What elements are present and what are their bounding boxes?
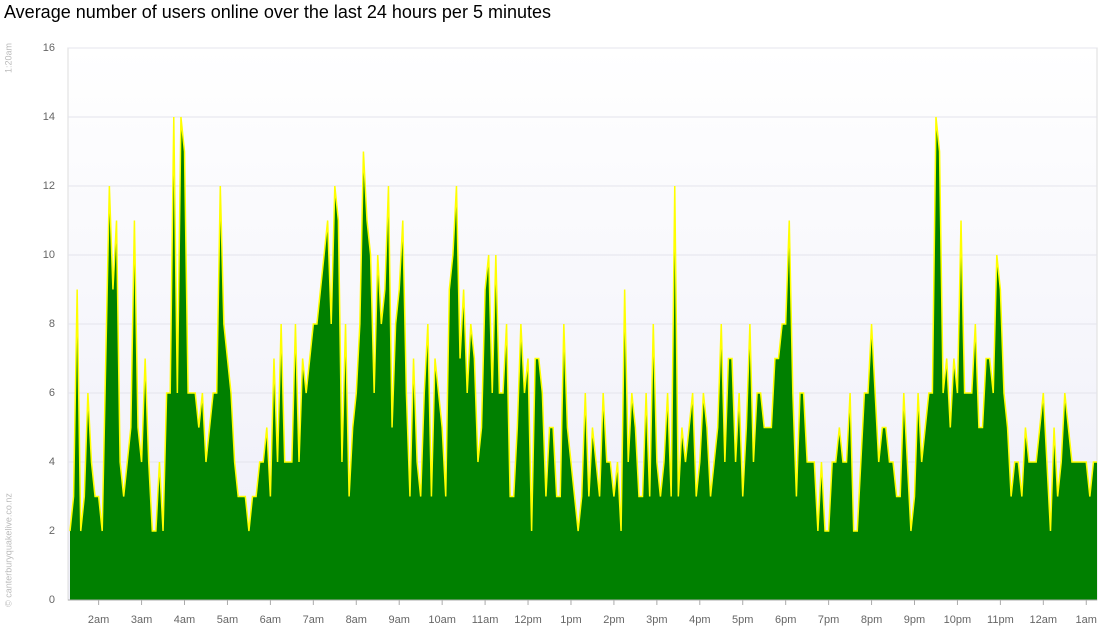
y-tick-label: 14	[43, 111, 55, 123]
x-tick-label: 1pm	[560, 614, 581, 626]
x-tick-label: 4pm	[689, 614, 710, 626]
x-tick-label: 8am	[346, 614, 367, 626]
x-tick-label: 12pm	[514, 614, 542, 626]
start-label: 1:20am	[3, 43, 13, 73]
credit: © canterburyquakelive.co.nz	[3, 493, 13, 607]
x-tick-label: 6am	[260, 614, 281, 626]
x-tick-label: 2pm	[603, 614, 624, 626]
x-tick-label: 5pm	[732, 614, 753, 626]
x-tick-label: 4am	[174, 614, 195, 626]
y-tick-label: 12	[43, 180, 55, 192]
x-tick-label: 5am	[217, 614, 238, 626]
y-tick-label: 2	[49, 525, 55, 537]
x-tick-label: 12am	[1030, 614, 1058, 626]
x-tick-label: 7pm	[818, 614, 839, 626]
x-tick-label: 7am	[303, 614, 324, 626]
y-tick-label: 16	[43, 42, 55, 54]
x-tick-label: 9am	[389, 614, 410, 626]
x-tick-label: 3am	[131, 614, 152, 626]
line	[69, 116, 1097, 532]
y-tick-label: 4	[49, 456, 55, 468]
area	[70, 117, 1097, 600]
x-tick-label: 10pm	[944, 614, 972, 626]
y-tick-label: 10	[43, 249, 55, 261]
y-tick-label: 0	[49, 594, 55, 606]
x-tick-label: 8pm	[861, 614, 882, 626]
x-tick-label: 1am	[1076, 614, 1097, 626]
x-tick-label: 9pm	[904, 614, 925, 626]
y-tick-label: 8	[49, 318, 55, 330]
x-tick-label: 6pm	[775, 614, 796, 626]
x-tick-label: 10am	[428, 614, 456, 626]
chart-title: Average number of users online over the …	[4, 2, 551, 22]
x-tick-label: 2am	[88, 614, 109, 626]
y-tick-label: 6	[49, 387, 55, 399]
x-tick-label: 11am	[472, 614, 499, 626]
x-tick-label: 11pm	[987, 614, 1014, 626]
x-tick-label: 3pm	[646, 614, 667, 626]
